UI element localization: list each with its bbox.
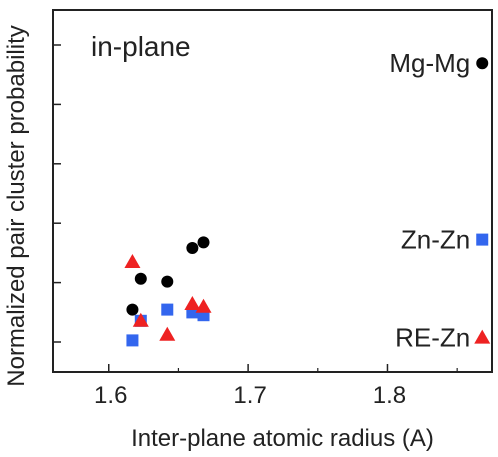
x-tick-label: 1.6 (94, 382, 127, 409)
zn-zn-point (476, 233, 489, 246)
zn-zn-series-label: Zn-Zn (401, 225, 470, 255)
series-labels: Mg-Mg Zn-Zn RE-Zn (389, 48, 470, 352)
panel-label: in-plane (91, 31, 191, 62)
re-zn-point (474, 329, 491, 344)
x-tick-label: 1.8 (373, 382, 406, 409)
mg-mg-point (197, 236, 210, 249)
mg-mg-point (186, 242, 199, 254)
mg-mg-series-label: Mg-Mg (389, 48, 470, 78)
tick-marks: 1.6 1.7 1.8 (53, 44, 458, 409)
y-axis-label: Normalized pair cluster probability (3, 25, 30, 386)
mg-mg-point (161, 275, 174, 288)
re-zn-point (195, 298, 212, 313)
mg-mg-point (476, 57, 489, 70)
re-zn-point (124, 254, 141, 268)
zn-zn-point (161, 303, 174, 316)
zn-zn-point (126, 334, 139, 347)
x-axis-label: Inter-plane atomic radius (A) (131, 425, 434, 452)
x-tick-label: 1.7 (233, 382, 266, 409)
re-zn-point (184, 296, 201, 310)
plot-frame (52, 9, 493, 373)
data-points (124, 57, 491, 347)
re-zn-point (159, 326, 176, 341)
mg-mg-point (126, 303, 139, 316)
re-zn-series-label: RE-Zn (395, 323, 470, 353)
re-zn-point (132, 312, 149, 327)
mg-mg-point (134, 272, 147, 285)
